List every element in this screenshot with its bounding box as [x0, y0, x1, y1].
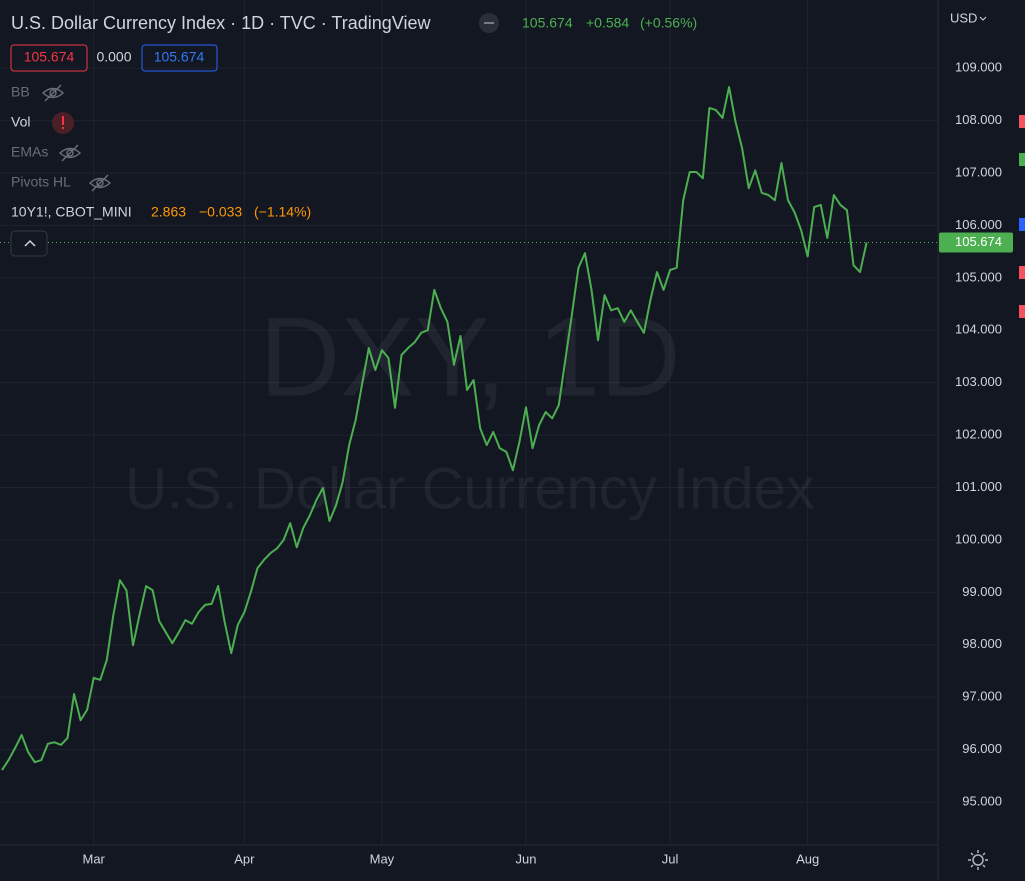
hidden-icon[interactable]: [58, 144, 82, 162]
indicator-label[interactable]: Pivots HL: [11, 174, 71, 190]
compare-symbol[interactable]: 10Y1!, CBOT_MINI: [11, 204, 132, 220]
hidden-icon[interactable]: [88, 174, 112, 192]
watermark-name: U.S. Dollar Currency Index: [125, 456, 815, 521]
x-tick-label: May: [370, 851, 395, 866]
watermark-symbol: DXY, 1D: [259, 295, 680, 420]
last-price-label: 105.674: [955, 234, 1002, 249]
ask-price: 105.674: [154, 49, 205, 65]
quote-last: 105.674: [522, 15, 573, 31]
y-tick-label: 104.000: [955, 322, 1002, 337]
x-tick-label: Aug: [796, 851, 819, 866]
y-tick-label: 103.000: [955, 374, 1002, 389]
y-tick-label: 97.000: [962, 689, 1002, 704]
x-tick-label: Mar: [83, 851, 106, 866]
collapse-chevron: [24, 239, 36, 247]
scale-marker: [1019, 153, 1025, 166]
spread: 0.000: [96, 49, 131, 65]
y-tick-label: 99.000: [962, 584, 1002, 599]
indicator-label[interactable]: Vol: [11, 114, 30, 130]
quote-change-pct: (+0.56%): [640, 15, 697, 31]
indicator-label[interactable]: BB: [11, 84, 30, 100]
currency[interactable]: USD: [950, 10, 977, 25]
compare-last: 2.863: [151, 204, 186, 220]
y-tick-label: 102.000: [955, 427, 1002, 442]
y-tick-label: 109.000: [955, 60, 1002, 75]
y-tick-label: 106.000: [955, 217, 1002, 232]
status-icon-bar: [484, 22, 494, 24]
y-tick-label: 107.000: [955, 164, 1002, 179]
compare-change-pct: (−1.14%): [254, 204, 311, 220]
error-icon-mark: [62, 116, 64, 125]
settings-icon[interactable]: [968, 850, 988, 870]
quote-change: +0.584: [586, 15, 629, 31]
y-tick-label: 105.000: [955, 269, 1002, 284]
y-tick-label: 108.000: [955, 112, 1002, 127]
y-tick-label: 101.000: [955, 479, 1002, 494]
currency-caret: [979, 16, 987, 21]
price-line: [1, 86, 868, 771]
x-tick-label: Jun: [516, 851, 537, 866]
y-tick-label: 96.000: [962, 741, 1002, 756]
y-tick-label: 98.000: [962, 636, 1002, 651]
ask-box[interactable]: [141, 44, 218, 72]
scale-marker: [1019, 115, 1025, 128]
scale-marker: [1019, 305, 1025, 318]
error-icon-dot: [62, 127, 64, 129]
x-tick-label: Jul: [662, 851, 679, 866]
compare-change: −0.033: [199, 204, 242, 220]
x-tick-label: Apr: [234, 851, 255, 866]
grid: [0, 0, 938, 845]
y-tick-label: 95.000: [962, 793, 1002, 808]
scale-marker: [1019, 218, 1025, 231]
plot: [0, 86, 938, 771]
bid-price: 105.674: [24, 49, 75, 65]
indicator-label[interactable]: EMAs: [11, 144, 48, 160]
bid-box[interactable]: [10, 44, 88, 72]
scale-marker: [1019, 266, 1025, 279]
last-price-badge: [939, 232, 1013, 253]
collapse-button[interactable]: [10, 230, 48, 257]
hidden-icon[interactable]: [41, 84, 65, 102]
symbol-title[interactable]: U.S. Dollar Currency Index · 1D · TVC · …: [11, 13, 431, 33]
y-tick-label: 100.000: [955, 531, 1002, 546]
